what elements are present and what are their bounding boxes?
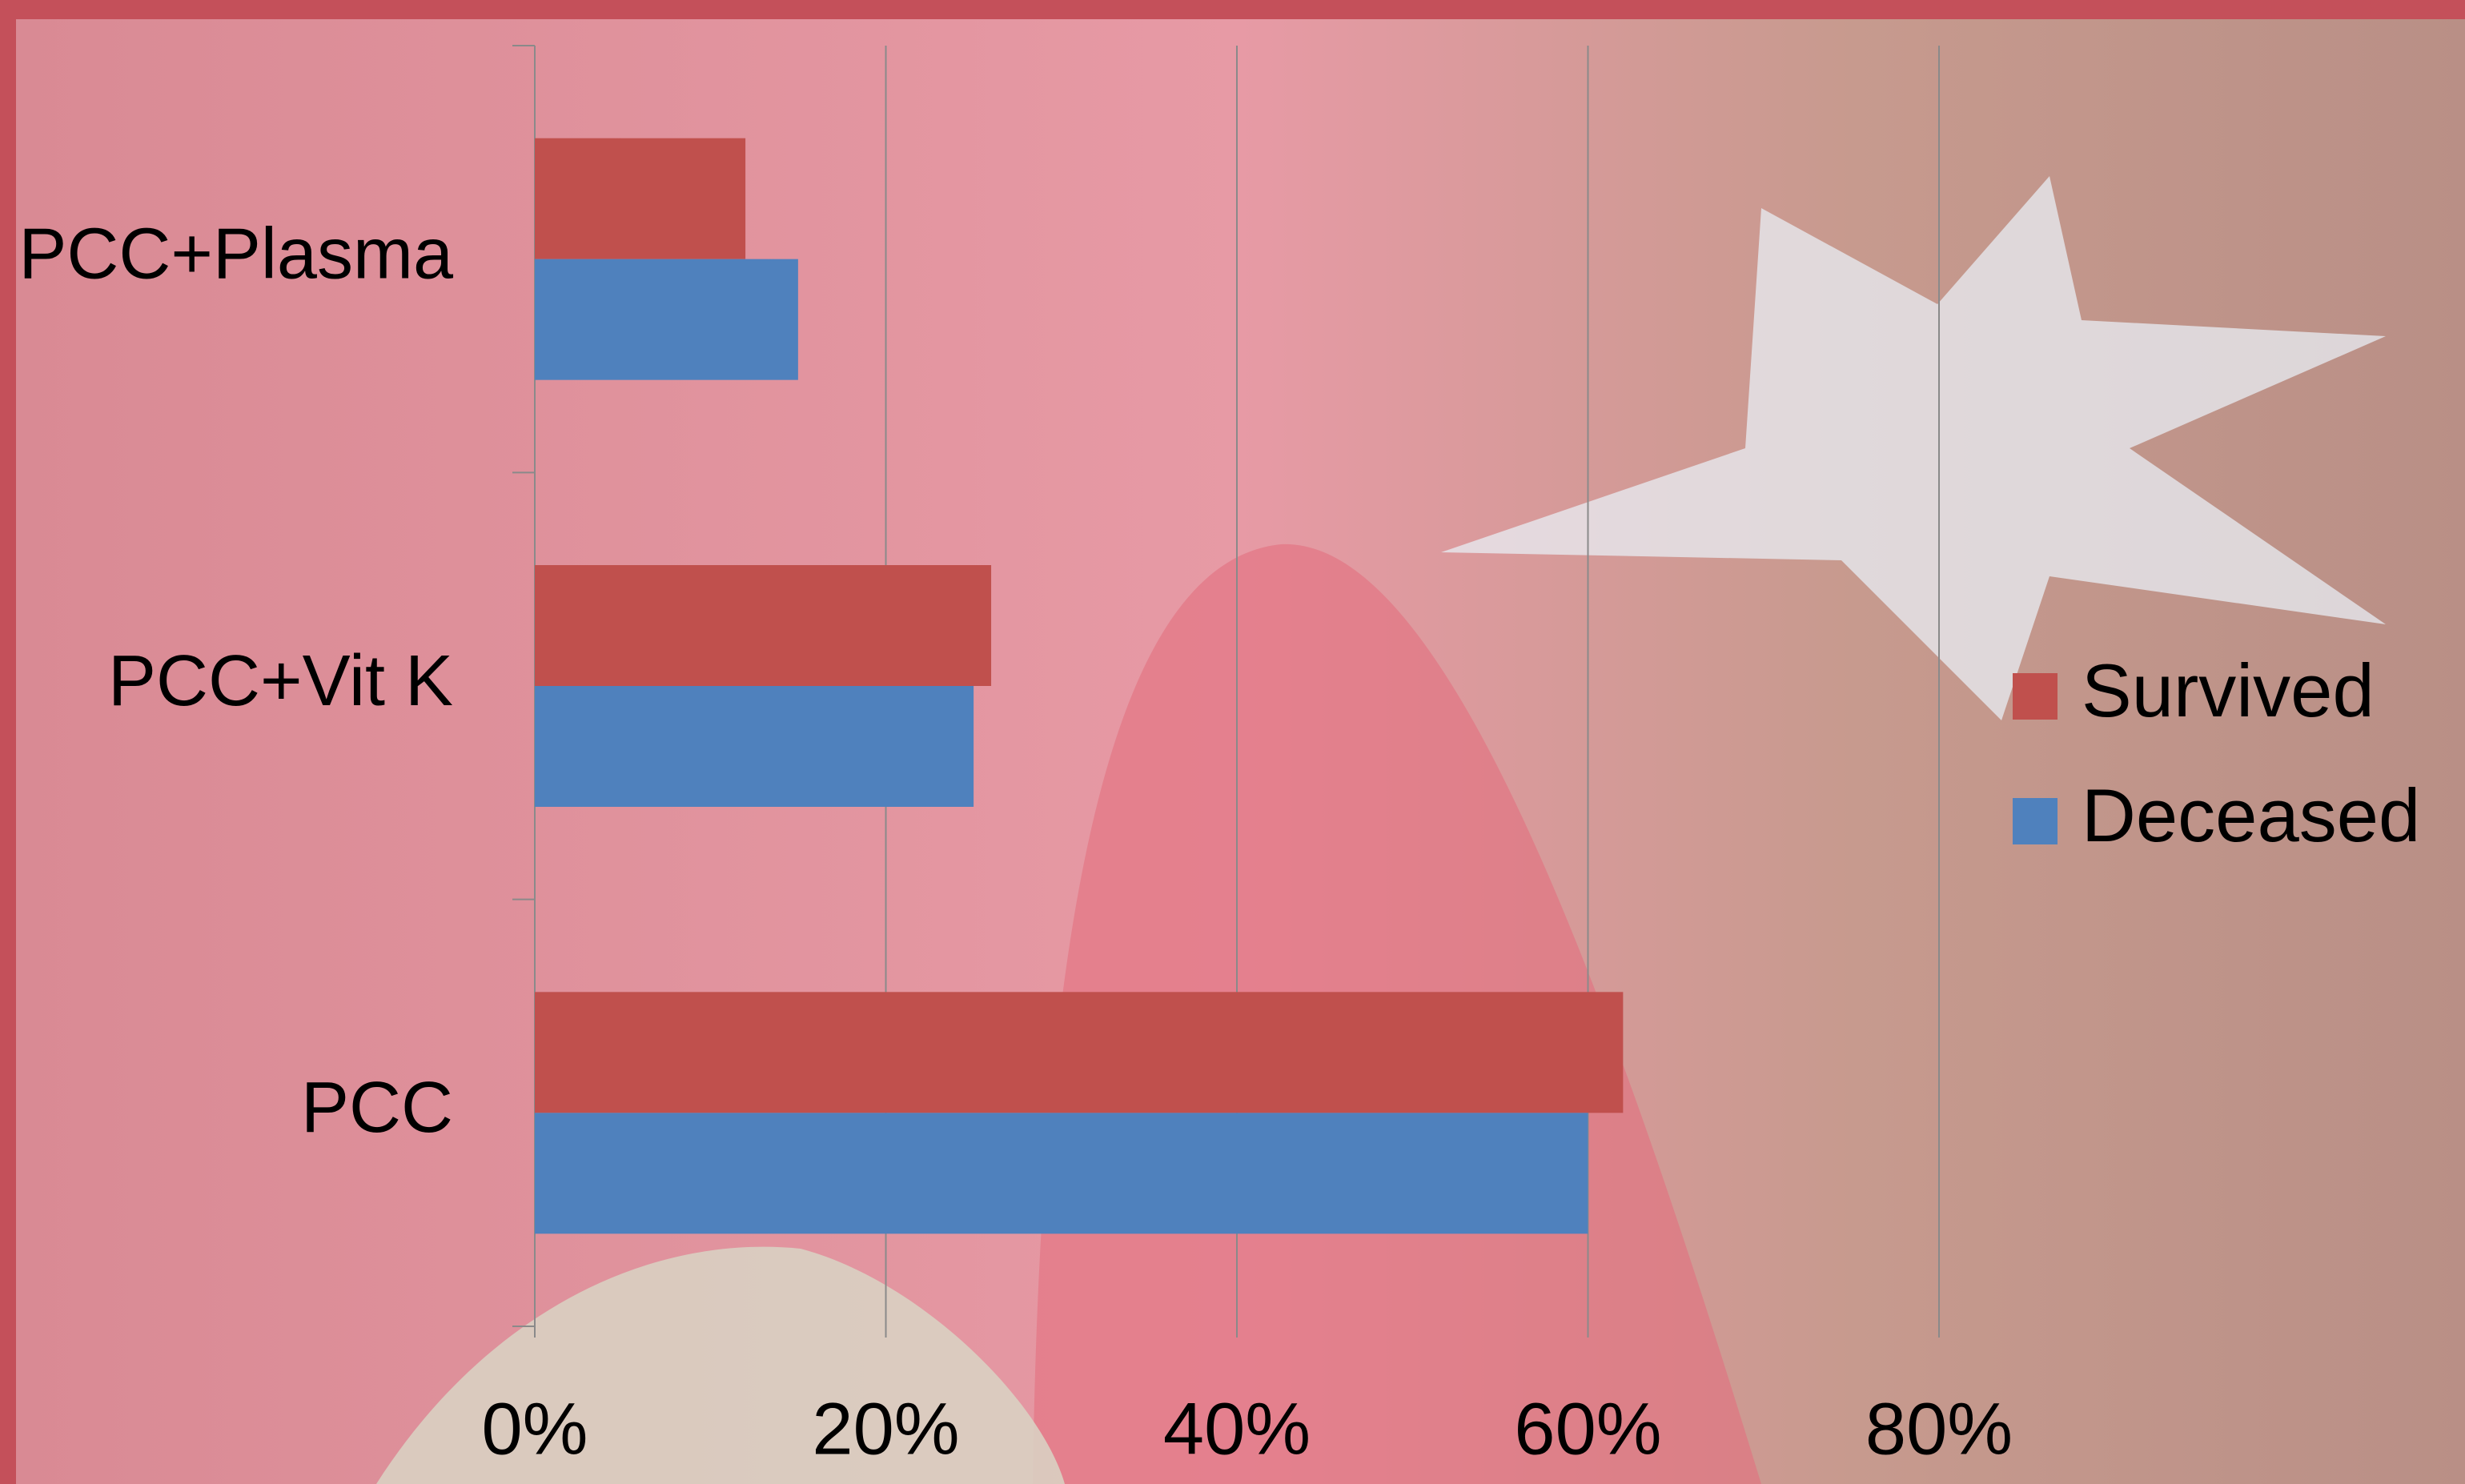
bar [535,992,1623,1113]
category-label: PCC+Vit K [108,641,453,721]
bar [535,1113,1588,1233]
bar [535,138,745,259]
legend-swatch [2013,798,2058,844]
bar [535,565,991,686]
x-tick-label: 60% [1514,1388,1661,1470]
x-tick-label: 20% [812,1388,959,1470]
chart: 0% 20% 40% 60% 80% PCC+Plasma PCC+Vit K PCC Surv… [0,0,2465,1484]
category-label: PCC [301,1068,453,1148]
category-label: PCC+Plasma [18,214,454,294]
bar [535,259,798,380]
bar [535,686,974,807]
legend-label: Survived [2082,648,2375,732]
legend-label: Deceased [2082,773,2420,857]
x-tick-label: 80% [1865,1388,2013,1470]
x-tick-label: 40% [1163,1388,1311,1470]
x-tick-label: 0% [482,1388,588,1470]
legend-swatch [2013,673,2058,720]
